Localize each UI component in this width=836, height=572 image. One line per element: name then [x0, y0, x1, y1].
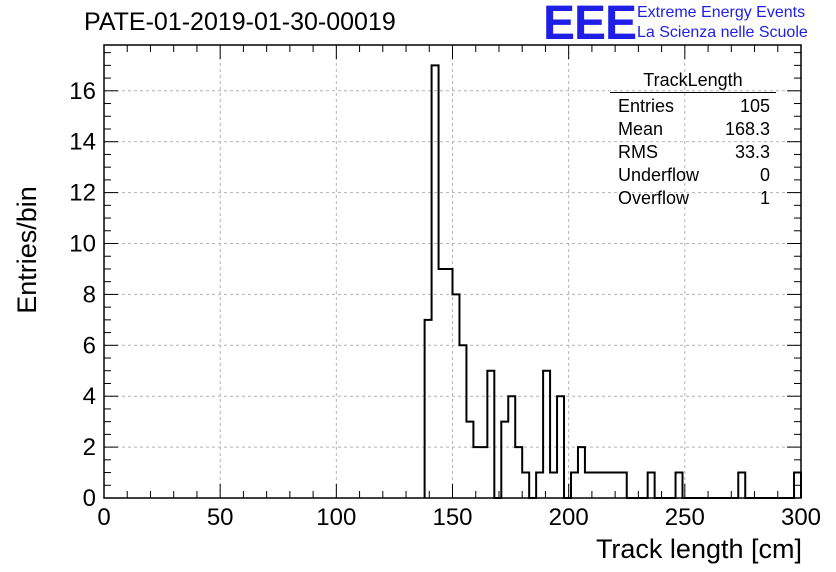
histogram-bin	[515, 447, 522, 498]
histogram-bin	[522, 473, 529, 498]
histogram-bin	[794, 473, 801, 498]
histogram-bin	[473, 447, 480, 498]
x-tick-label: 50	[207, 504, 234, 531]
stats-value: 33.3	[734, 142, 770, 162]
histogram-bin	[453, 294, 460, 498]
stats-row-entries: Entries 105	[610, 95, 776, 118]
stats-value: 0	[759, 165, 770, 185]
histogram-bin	[439, 269, 446, 498]
histogram-bin	[613, 473, 620, 498]
stats-label: Underflow	[618, 165, 700, 185]
histogram-bin	[480, 447, 487, 498]
stats-label: Mean	[618, 119, 664, 139]
histogram-bin	[425, 320, 432, 498]
x-tick-label: 250	[665, 504, 705, 531]
x-tick-label: 0	[97, 504, 110, 531]
y-tick-label: 8	[83, 281, 96, 308]
histogram-bin	[446, 269, 453, 498]
histogram-bin	[676, 473, 683, 498]
chart-title: PATE-01-2019-01-30-00019	[84, 8, 396, 36]
histogram-bin	[738, 473, 745, 498]
histogram-bin	[536, 473, 543, 498]
stats-label: RMS	[618, 142, 658, 162]
stats-value: 105	[739, 96, 770, 116]
y-tick-label: 12	[69, 180, 96, 207]
stats-row-underflow: Underflow 0	[610, 164, 776, 187]
stats-title: TrackLength	[610, 70, 776, 93]
y-tick-label: 16	[69, 78, 96, 105]
histogram-bin	[550, 473, 557, 498]
histogram-bin	[487, 371, 494, 498]
histogram-bin	[501, 422, 508, 498]
stats-row-overflow: Overflow 1	[610, 187, 776, 210]
x-tick-label: 100	[316, 504, 356, 531]
x-axis-label: Track length [cm]	[595, 534, 802, 564]
stats-box: TrackLength Entries 105 Mean 168.3 RMS 3…	[610, 70, 776, 210]
y-tick-label: 2	[83, 434, 96, 461]
stats-label: Entries	[618, 96, 675, 116]
plot-frame	[103, 44, 802, 499]
stats-label: Overflow	[618, 188, 690, 208]
x-tick-label: 300	[781, 504, 821, 531]
histogram-bin	[592, 473, 599, 498]
histogram-bin	[620, 473, 627, 498]
histogram-bin	[606, 473, 613, 498]
y-axis-label: Entries/bin	[12, 186, 42, 314]
y-tick-label: 4	[83, 383, 96, 410]
histogram-bin	[459, 345, 466, 498]
eee-logo-icon: EEE	[543, 0, 637, 50]
stats-value: 168.3	[724, 119, 770, 139]
histogram-bin	[557, 396, 564, 498]
y-tick-label: 0	[83, 485, 96, 512]
histogram-bin	[585, 473, 592, 498]
stats-value: 1	[759, 188, 770, 208]
y-tick-label: 14	[69, 129, 96, 156]
histogram-bin	[578, 447, 585, 498]
histogram-bin	[648, 473, 655, 498]
y-tick-label: 6	[83, 332, 96, 359]
logo-line-1: Extreme Energy Events	[637, 4, 806, 21]
stats-row-rms: RMS 33.3	[610, 141, 776, 164]
histogram-bin	[508, 396, 515, 498]
histogram-bin	[571, 473, 578, 498]
histogram-bin	[466, 422, 473, 498]
x-tick-label: 150	[432, 504, 472, 531]
x-tick-label: 200	[549, 504, 589, 531]
stats-row-mean: Mean 168.3	[610, 118, 776, 141]
histogram-bin	[599, 473, 606, 498]
histogram-bin	[432, 65, 439, 498]
logo-line-2: La Scienza nelle Scuole	[637, 24, 808, 41]
histogram-bin	[543, 371, 550, 498]
y-tick-label: 10	[69, 231, 96, 258]
